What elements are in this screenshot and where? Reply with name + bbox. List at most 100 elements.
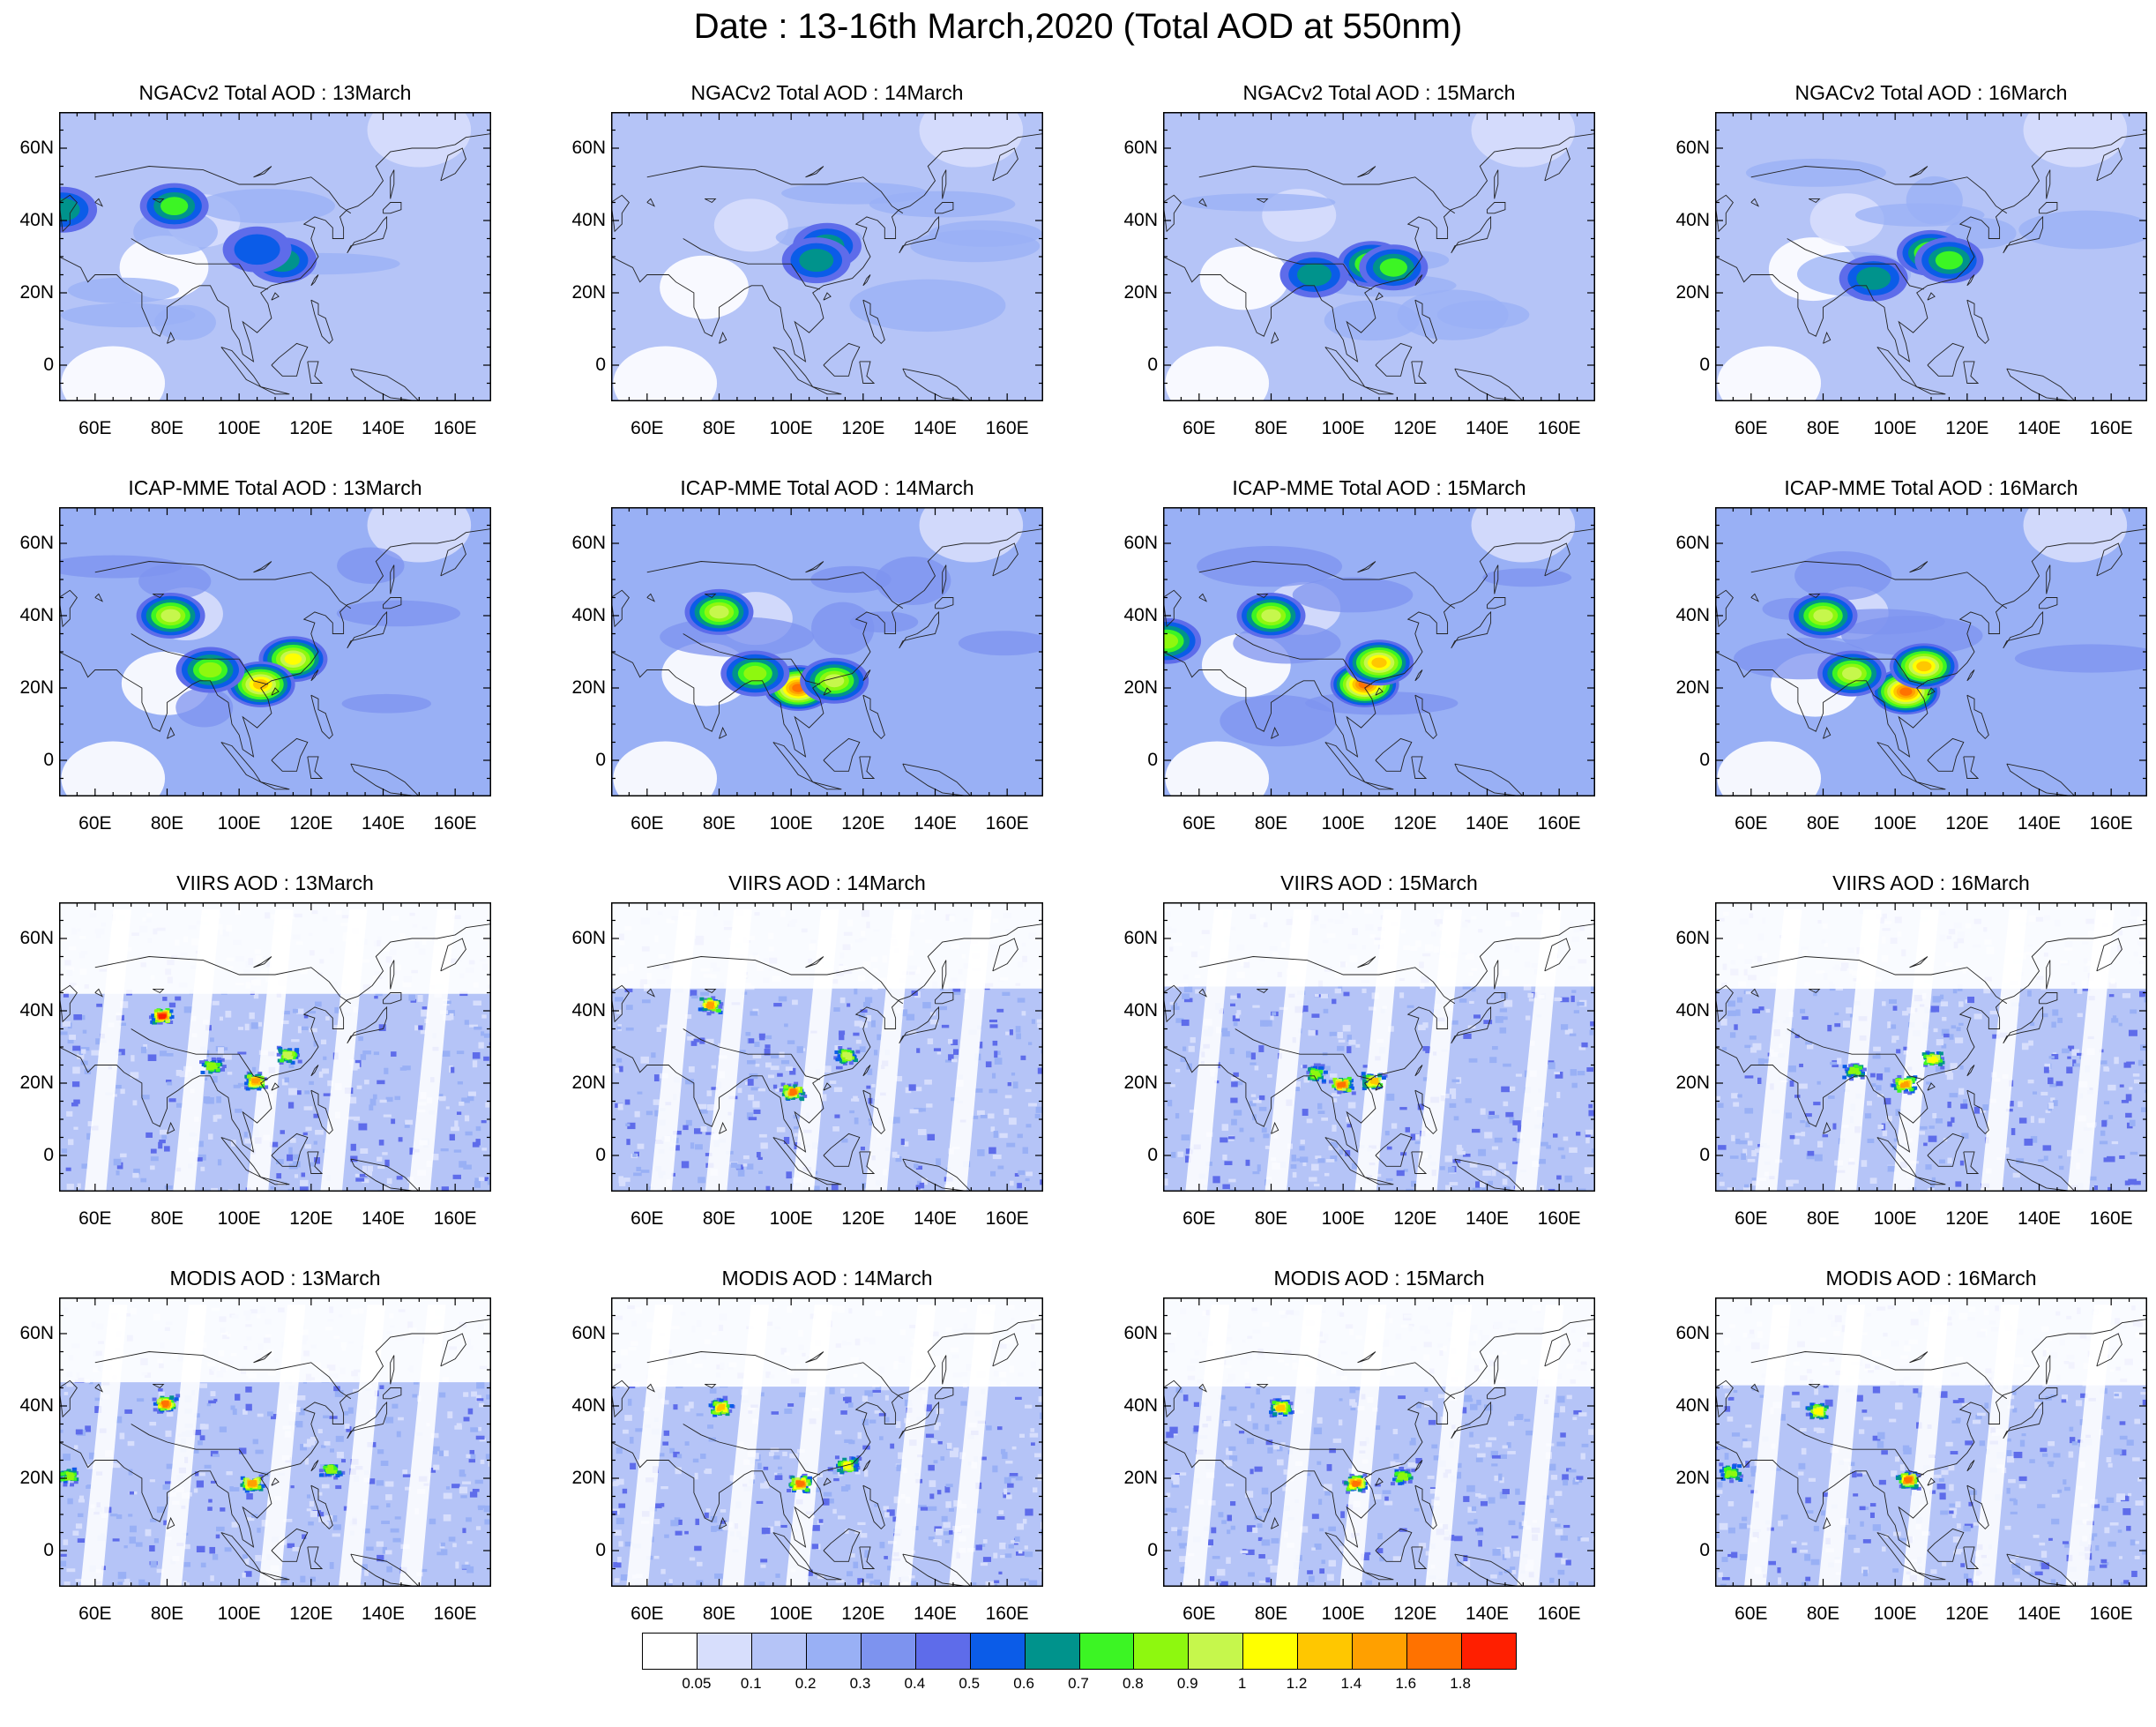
aod-pixel (854, 988, 858, 995)
aod-pixel (1540, 1185, 1544, 1192)
aod-pixel (937, 1539, 943, 1546)
aod-pixel (1299, 1146, 1305, 1151)
aod-pixel (1560, 997, 1570, 1003)
aod-pixel (698, 1103, 707, 1110)
aod-pixel (720, 1520, 727, 1524)
aod-pixel (992, 1465, 998, 1473)
coastline (2096, 147, 2122, 182)
aod-pixel (1220, 1137, 1228, 1143)
coastline (350, 368, 420, 401)
aod-low-region (1471, 507, 1576, 563)
aod-pixel (2093, 1185, 2098, 1191)
aod-pixel (295, 1090, 302, 1095)
aod-pixel (1491, 1046, 1498, 1050)
aod-pixel (1503, 1170, 1510, 1176)
aod-hotspot (338, 1472, 343, 1477)
aod-pixel (465, 1561, 469, 1565)
aod-pixel (864, 1550, 869, 1556)
aod-pixel (854, 1098, 860, 1102)
aod-pixel (1786, 1179, 1794, 1187)
aod-pixel (1944, 1070, 1952, 1075)
aod-pixel (758, 1033, 765, 1038)
aod-pixel (767, 1074, 775, 1079)
aod-pixel (1317, 1158, 1325, 1163)
aod-pixel (640, 1170, 650, 1173)
aod-pixel (929, 1480, 936, 1487)
aod-pixel (951, 1058, 958, 1063)
aod-hotspot (799, 1096, 804, 1101)
aod-pixel (1451, 1093, 1457, 1099)
aod-hotspot (1921, 1052, 1927, 1057)
lat-tick-label: 60N (571, 138, 606, 158)
aod-pixel (1296, 1158, 1301, 1162)
aod-pixel (1747, 1158, 1756, 1163)
coastline (790, 1053, 820, 1080)
coastline (902, 368, 972, 401)
aod-pixel (1309, 1177, 1317, 1182)
aod-pixel (445, 1106, 450, 1110)
aod-pixel (2123, 1062, 2131, 1068)
aod-hotspot (327, 1469, 332, 1474)
aod-pixel (2108, 1186, 2112, 1192)
aod-hotspot (1898, 1081, 1903, 1086)
aod-pixel (353, 1116, 361, 1121)
aod-pixel (1014, 1173, 1019, 1177)
aod-pixel (753, 1110, 761, 1115)
aod-pixel (618, 1176, 624, 1184)
aod-pixel (412, 1394, 418, 1398)
coastline (1451, 215, 1492, 254)
aod-pixel (145, 1132, 153, 1138)
aod-pixel (747, 1060, 756, 1065)
aod-hotspot (838, 1045, 843, 1050)
no-data-swath (705, 909, 752, 1192)
coastline (1375, 342, 1413, 377)
aod-pixel (1500, 992, 1508, 999)
aod-pixel (2082, 988, 2091, 991)
aod-pixel (1902, 1011, 1909, 1016)
aod-pixel (1577, 1001, 1585, 1006)
aod-pixel (297, 1026, 302, 1034)
coastline (1235, 633, 1344, 660)
aod-hotspot (332, 1469, 337, 1474)
aod-pixel (1585, 1129, 1593, 1135)
coastline (646, 198, 656, 207)
coastline (1916, 1177, 1946, 1185)
aod-pixel (323, 1056, 327, 1060)
aod-pixel (1250, 1062, 1257, 1065)
coastline (390, 1355, 395, 1385)
aod-pixel (890, 1443, 895, 1449)
aod-pixel (299, 1186, 309, 1191)
aod-pixel (2068, 1045, 2075, 1051)
aod-field (611, 507, 1043, 796)
aod-pixel (671, 1172, 676, 1177)
aod-pixel (208, 1400, 217, 1404)
aod-pixel (1236, 993, 1241, 998)
aod-pixel (928, 1536, 935, 1540)
aod-pixel (624, 1099, 630, 1105)
aod-pixel (1554, 997, 1563, 1002)
aod-pixel (72, 1066, 80, 1074)
aod-pixel (199, 1435, 205, 1440)
aod-hotspot (248, 1486, 253, 1491)
aod-map (59, 902, 491, 1192)
aod-pixel (1386, 1093, 1395, 1101)
coastline (611, 589, 630, 628)
aod-pixel (943, 1531, 951, 1536)
aod-pixel (415, 1025, 423, 1030)
aod-hotspot (151, 1017, 156, 1021)
aod-pixel (660, 1568, 666, 1574)
aod-pixel (1501, 1016, 1508, 1020)
aod-hotspot (291, 1056, 296, 1060)
coastline (1715, 923, 2147, 1153)
aod-pixel (1555, 1072, 1563, 1079)
coastline (2046, 169, 2051, 199)
coastline (1357, 956, 1376, 968)
aod-hotspot (166, 1019, 171, 1023)
aod-pixel (988, 1113, 995, 1119)
aod-pixel (318, 1492, 323, 1496)
aod-pixel (1017, 1133, 1023, 1139)
lon-tick-label: 160E (433, 1604, 477, 1624)
coastline (94, 1383, 104, 1393)
coastline (1876, 742, 1919, 783)
aod-pixel (1590, 1021, 1595, 1027)
